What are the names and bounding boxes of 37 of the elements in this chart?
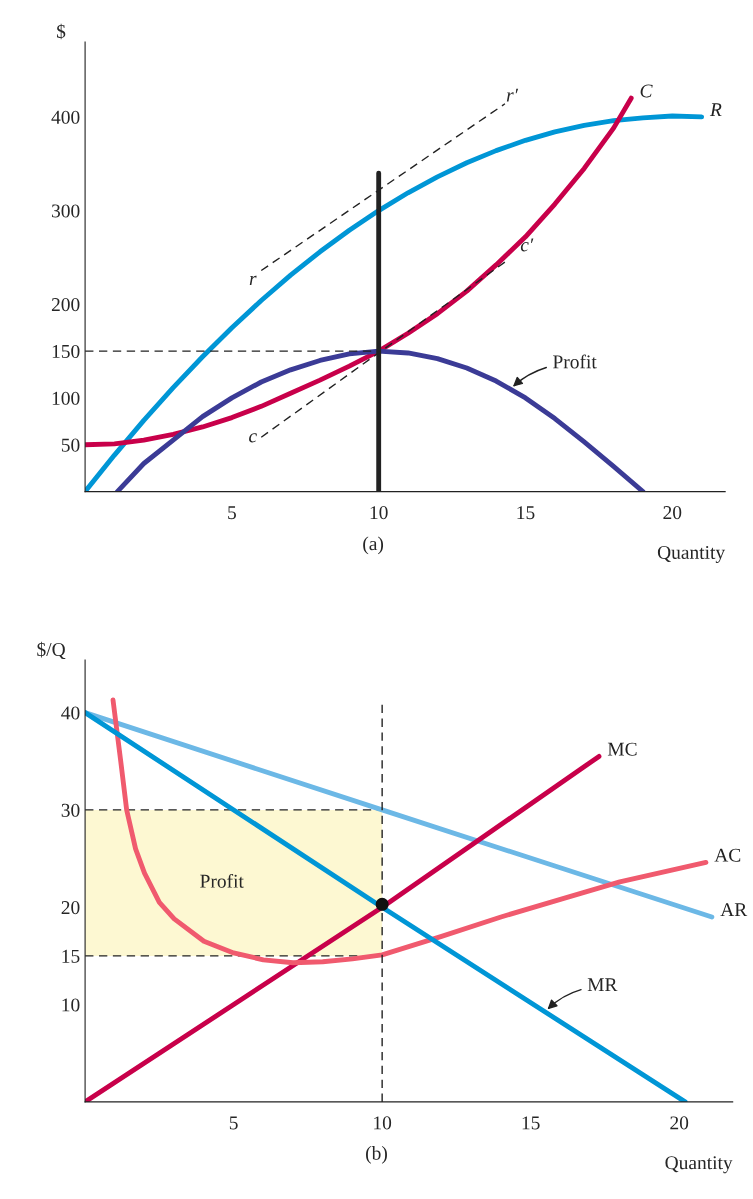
y-axis-title: $/Q: [37, 641, 66, 660]
x-tick-label: 10: [370, 506, 388, 520]
x-tick-label: 5: [229, 1116, 238, 1130]
text: (a): [363, 536, 384, 555]
y-tick-label: 50: [61, 438, 80, 452]
annotation: c: [249, 433, 257, 443]
y-tick-label: 20: [61, 901, 80, 915]
series-label: C: [640, 84, 653, 98]
y-tick-label: 400: [51, 110, 80, 124]
y-tick-label: 30: [61, 803, 80, 817]
x-tick-label: 5: [228, 506, 236, 520]
x-axis-title: Quantity: [665, 1156, 733, 1174]
annotation: MR: [587, 978, 618, 992]
x-tick-label: 15: [517, 506, 535, 520]
band-label: Profit: [200, 873, 244, 888]
y-tick-label: 15: [62, 949, 80, 963]
series-label: R: [709, 103, 722, 117]
x-tick-label: 20: [663, 506, 682, 520]
series-label: MC: [607, 742, 637, 756]
y-tick-label: 100: [52, 391, 80, 405]
y-axis-title: $: [57, 23, 66, 40]
x-axis-title: Quantity: [657, 545, 726, 563]
annotation: r′: [506, 88, 519, 102]
y-tick-label: 150: [52, 344, 80, 359]
y-tick-label: 300: [51, 204, 80, 218]
y-tick-label: 10: [62, 998, 80, 1012]
annotation: r: [249, 275, 257, 285]
series-label: AR: [720, 903, 748, 917]
text: (b): [366, 1146, 387, 1164]
annotation: c′: [520, 238, 534, 252]
series-label: AC: [714, 848, 741, 862]
x-tick-label: 20: [670, 1116, 689, 1130]
annotation: Profit: [553, 354, 597, 369]
y-tick-label: 200: [51, 298, 80, 312]
x-tick-label: 10: [374, 1116, 392, 1130]
y-tick-label: 40: [61, 706, 80, 720]
x-tick-label: 15: [522, 1116, 540, 1130]
